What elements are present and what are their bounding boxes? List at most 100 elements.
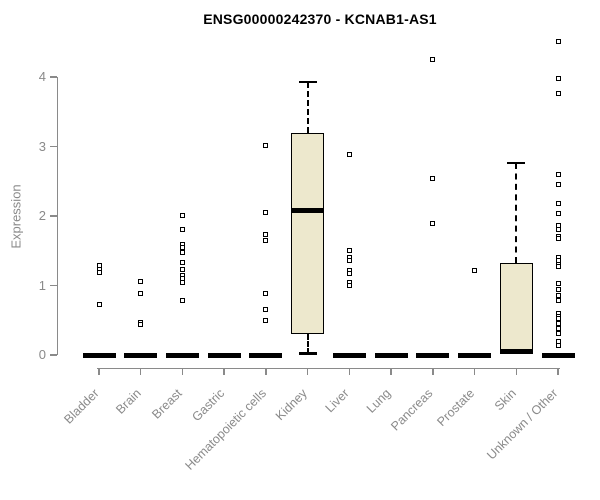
data-point xyxy=(555,182,561,188)
data-point xyxy=(263,142,269,148)
x-tick-label: Prostate xyxy=(434,386,478,430)
data-point xyxy=(138,278,144,284)
x-tick xyxy=(139,368,142,375)
data-point xyxy=(555,200,561,206)
x-tick-label: Kidney xyxy=(273,386,311,424)
x-tick-label: Liver xyxy=(322,386,352,416)
data-point xyxy=(430,57,436,63)
y-tick-label: 2 xyxy=(38,208,46,223)
x-axis-line xyxy=(97,367,561,369)
upper-whisker-cap xyxy=(298,80,317,84)
data-point xyxy=(555,75,561,81)
y-tick-label: 0 xyxy=(38,347,46,362)
x-tick-label: Bladder xyxy=(61,386,102,427)
y-tick-label: 3 xyxy=(38,138,46,154)
box xyxy=(499,263,533,352)
zero-median-bar xyxy=(332,352,366,358)
x-tick xyxy=(557,368,559,375)
x-tick xyxy=(98,368,100,375)
x-tick xyxy=(515,368,518,375)
data-point xyxy=(472,267,478,273)
zero-median-bar xyxy=(207,352,241,358)
box xyxy=(291,132,325,335)
x-tick-label: Lung xyxy=(364,386,394,416)
x-tick xyxy=(348,368,351,375)
x-tick-label: Skin xyxy=(491,386,519,414)
y-tick-label: 4 xyxy=(38,69,46,84)
upper-whisker xyxy=(306,81,309,133)
data-point xyxy=(263,306,269,312)
data-point xyxy=(555,264,561,270)
data-point xyxy=(555,287,561,293)
data-point xyxy=(555,297,561,303)
lower-whisker-cap xyxy=(298,352,317,355)
x-tick xyxy=(306,368,309,375)
zero-median-bar xyxy=(165,352,199,358)
zero-median-bar xyxy=(124,352,158,358)
x-tick xyxy=(223,368,225,375)
zero-median-bar xyxy=(374,352,408,358)
data-point xyxy=(555,342,561,348)
data-point xyxy=(555,171,561,177)
y-tick xyxy=(50,354,57,356)
data-point xyxy=(96,302,102,308)
data-point xyxy=(179,244,185,250)
data-point xyxy=(555,91,561,97)
x-tick xyxy=(265,368,267,375)
zero-median-bar xyxy=(249,352,283,358)
x-tick-label: Gastric xyxy=(188,386,227,425)
data-point xyxy=(179,227,185,233)
upper-whisker xyxy=(515,163,518,264)
chart-title: ENSG00000242370 - KCNAB1-AS1 xyxy=(203,11,437,27)
x-tick xyxy=(390,368,392,375)
zero-median-bar xyxy=(541,352,575,358)
y-axis-line xyxy=(56,77,58,355)
data-point xyxy=(179,250,185,256)
data-point xyxy=(346,257,352,263)
x-tick xyxy=(473,368,476,375)
data-point xyxy=(346,152,352,158)
data-point xyxy=(555,236,561,242)
data-point xyxy=(555,210,561,216)
data-point xyxy=(555,222,561,228)
data-point xyxy=(555,320,561,326)
data-point xyxy=(555,280,561,286)
data-point xyxy=(138,290,144,296)
y-tick xyxy=(50,145,57,148)
x-tick-label: Pancreas xyxy=(388,386,436,434)
data-point xyxy=(555,39,561,45)
data-point xyxy=(263,232,269,238)
upper-whisker-cap xyxy=(507,161,526,165)
data-point xyxy=(430,221,436,227)
zero-median-bar xyxy=(82,352,116,358)
data-point xyxy=(346,271,352,277)
data-point xyxy=(263,237,269,243)
x-tick-label: Brain xyxy=(112,386,144,417)
zero-median-bar xyxy=(458,352,492,358)
median-line xyxy=(499,349,533,355)
data-point xyxy=(263,318,269,324)
data-point xyxy=(96,270,102,276)
y-tick xyxy=(50,76,57,78)
data-point xyxy=(430,175,436,181)
y-tick-label: 1 xyxy=(38,277,46,293)
x-tick xyxy=(432,368,434,375)
data-point xyxy=(555,326,561,332)
data-point xyxy=(263,291,269,297)
data-point xyxy=(555,292,561,298)
data-point xyxy=(179,297,185,303)
x-tick-label: Hematopoietic cells xyxy=(181,386,269,473)
y-tick xyxy=(50,215,57,217)
y-tick xyxy=(50,284,57,287)
data-point xyxy=(179,212,185,218)
data-point xyxy=(555,315,561,321)
data-point xyxy=(179,279,185,285)
data-point xyxy=(179,260,185,266)
data-point xyxy=(138,321,144,327)
data-point xyxy=(179,267,185,272)
zero-median-bar xyxy=(416,352,450,358)
x-tick-label: Breast xyxy=(149,386,186,422)
median-line xyxy=(291,207,325,213)
data-point xyxy=(555,227,561,233)
